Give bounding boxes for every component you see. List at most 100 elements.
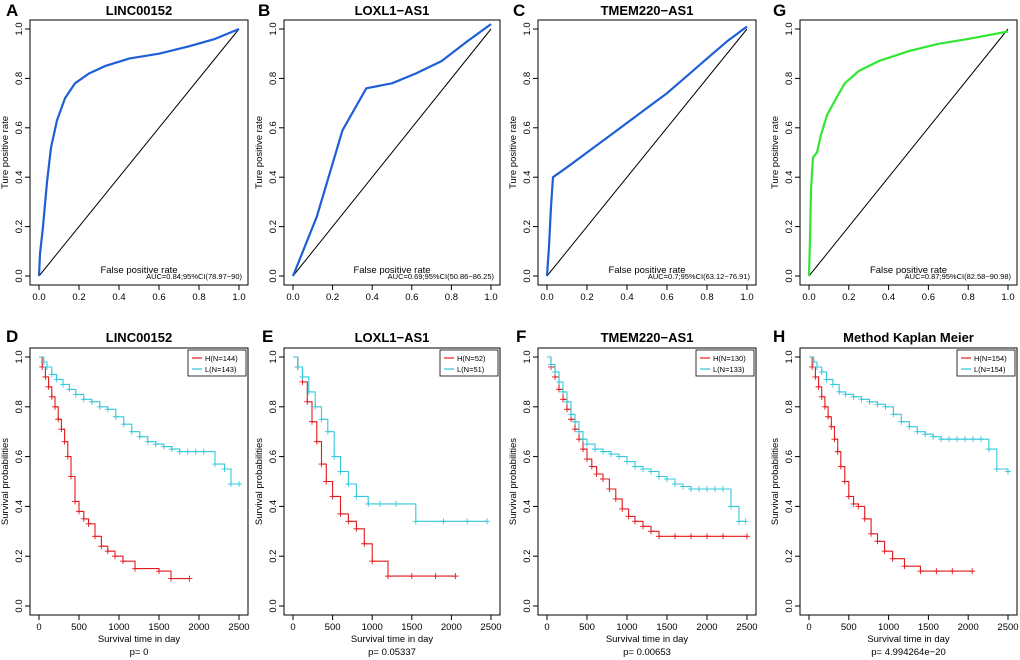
roc-curve — [291, 23, 492, 277]
y-tick-label: 1.0 — [784, 350, 795, 363]
legend-box — [695, 349, 755, 377]
plot-frame — [537, 19, 757, 286]
plot-frame — [283, 347, 501, 616]
censor-mark — [901, 563, 908, 570]
x-tick-label: 2500 — [480, 622, 501, 633]
y-tick-label: 0.4 — [268, 171, 279, 184]
censor-mark — [564, 398, 570, 405]
censor-mark — [606, 485, 613, 492]
censor-mark — [588, 463, 595, 470]
censor-mark — [548, 361, 554, 368]
x-tick-label: 2000 — [696, 622, 717, 633]
censor-mark — [930, 433, 937, 440]
censor-mark — [664, 476, 670, 483]
censor-mark — [85, 520, 92, 527]
reference-diagonal — [546, 28, 748, 277]
censor-mark — [881, 548, 888, 555]
censor-mark — [353, 493, 360, 500]
censor-mark — [616, 453, 622, 460]
censor-mark — [842, 391, 849, 398]
auc-annotation: AUC=0.84;95%CI(78.97−90) — [146, 272, 242, 281]
censor-mark — [52, 403, 58, 410]
censor-mark — [556, 378, 562, 385]
y-tick-label: 0.8 — [522, 400, 533, 413]
censor-mark — [186, 575, 193, 582]
panel-letter: C — [513, 1, 525, 20]
x-tick-label: 2500 — [736, 622, 757, 633]
censor-mark — [993, 466, 1000, 473]
x-tick-label: 0.0 — [32, 292, 45, 303]
x-tick-label: 1500 — [401, 622, 422, 633]
censor-mark — [452, 573, 459, 580]
censor-mark — [720, 485, 726, 492]
censor-mark — [977, 436, 984, 443]
censor-mark — [882, 403, 889, 410]
censor-mark — [813, 363, 820, 370]
p-value: p= 0.05337 — [368, 647, 416, 658]
censor-mark — [432, 573, 439, 580]
censor-mark — [829, 381, 836, 388]
y-tick-label: 0.8 — [14, 400, 25, 413]
censor-mark — [855, 503, 862, 510]
censor-mark — [744, 533, 750, 540]
censor-mark — [55, 416, 62, 423]
x-tick-label: 0.8 — [445, 292, 458, 303]
reference-diagonal — [292, 28, 492, 277]
y-axis-label: Survival probabilities — [508, 438, 519, 525]
censor-mark — [345, 518, 352, 525]
panel-letter: D — [6, 327, 18, 346]
legend-box — [956, 349, 1016, 377]
plot-frame — [799, 19, 1018, 286]
x-tick-label: 1.0 — [232, 292, 245, 303]
y-tick-label: 0.2 — [268, 550, 279, 563]
censor-mark — [552, 368, 558, 375]
censor-mark — [40, 358, 47, 365]
x-tick-label: 1500 — [148, 622, 169, 633]
censor-mark — [584, 441, 590, 448]
censor-mark — [648, 528, 654, 535]
y-tick-label: 1.0 — [14, 350, 25, 363]
p-value: p= 4.994264e−20 — [871, 647, 946, 658]
censor-mark — [228, 480, 234, 487]
censor-mark — [92, 533, 98, 540]
censor-mark — [132, 565, 138, 572]
y-tick-label: 0.8 — [522, 72, 533, 85]
censor-mark — [954, 436, 961, 443]
censor-mark — [837, 463, 844, 470]
y-axis-label: Ture positive rate — [770, 116, 781, 189]
censor-mark — [44, 363, 50, 370]
censor-mark — [985, 446, 992, 453]
panel-letter: G — [773, 1, 786, 20]
censor-mark — [329, 493, 336, 500]
censor-mark — [385, 573, 392, 580]
censor-mark — [48, 393, 55, 400]
censor-mark — [836, 388, 843, 395]
censor-mark — [568, 411, 574, 418]
plot-title: TMEM220−AS1 — [601, 330, 694, 345]
censor-mark — [680, 483, 686, 490]
censor-mark — [823, 376, 830, 383]
censor-mark — [53, 376, 60, 383]
censor-mark — [64, 453, 71, 460]
plot-title: LINC00152 — [106, 3, 172, 18]
censor-mark — [120, 558, 126, 565]
roc-curve — [37, 27, 240, 277]
censor-mark — [831, 436, 838, 443]
censor-mark — [337, 468, 344, 475]
x-tick-label: 500 — [841, 622, 857, 633]
x-axis-label: Survival time in day — [606, 634, 689, 645]
y-tick-label: 0.2 — [522, 220, 533, 233]
plot-frame — [29, 19, 249, 286]
x-tick-label: 0.2 — [72, 292, 85, 303]
censor-mark — [365, 500, 372, 507]
auc-annotation: AUC=0.87;95%CI(82.58−90.98) — [905, 272, 1012, 281]
y-tick-label: 0.4 — [522, 500, 533, 513]
censor-mark — [572, 418, 578, 425]
legend-box — [439, 349, 499, 377]
y-tick-label: 0.0 — [784, 599, 795, 612]
x-tick-label: 500 — [325, 622, 341, 633]
censor-mark — [318, 461, 325, 468]
censor-mark — [656, 473, 662, 480]
censor-mark — [640, 523, 646, 530]
censor-mark — [112, 553, 118, 560]
